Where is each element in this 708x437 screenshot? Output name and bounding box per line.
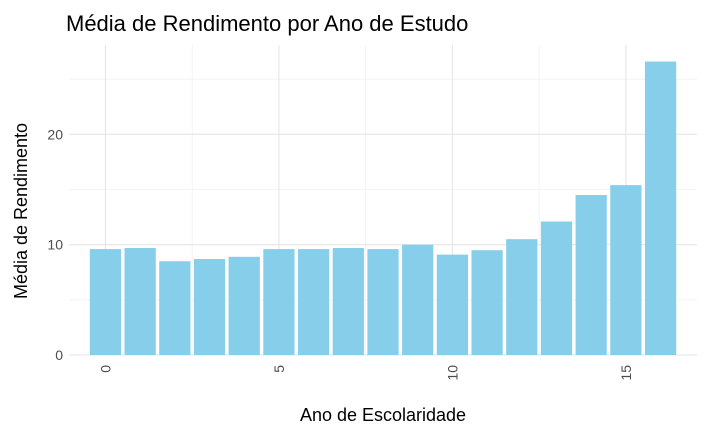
bar [471,250,503,355]
bar [228,256,260,355]
bar [540,221,573,355]
bar [297,249,330,355]
y-axis-title: Média de Rendimento [11,123,31,299]
bar [89,249,122,355]
bar [193,259,226,355]
bar [610,185,642,355]
y-tick-label: 10 [47,237,63,253]
chart-title: Média de Rendimento por Ano de Estudo [66,11,468,36]
bar [506,239,538,355]
bar [159,261,191,355]
bar [332,247,364,355]
y-tick-label: 0 [55,347,63,363]
bar [436,254,469,355]
bar [644,61,677,356]
y-tick-label: 20 [47,126,63,142]
bar [124,247,156,355]
bar [402,244,434,355]
x-axis-ticks: 0 5 10 15 [97,365,633,381]
bar-series [89,61,677,356]
x-tick-label: 15 [618,365,634,381]
x-axis-title: Ano de Escolaridade [300,405,466,425]
y-axis-ticks: 0 10 20 [47,126,63,363]
bar [575,195,607,355]
x-tick-label: 10 [444,365,460,381]
bar [367,249,399,355]
x-tick-label: 5 [271,365,287,373]
bar [263,249,295,355]
x-tick-label: 0 [97,365,113,373]
